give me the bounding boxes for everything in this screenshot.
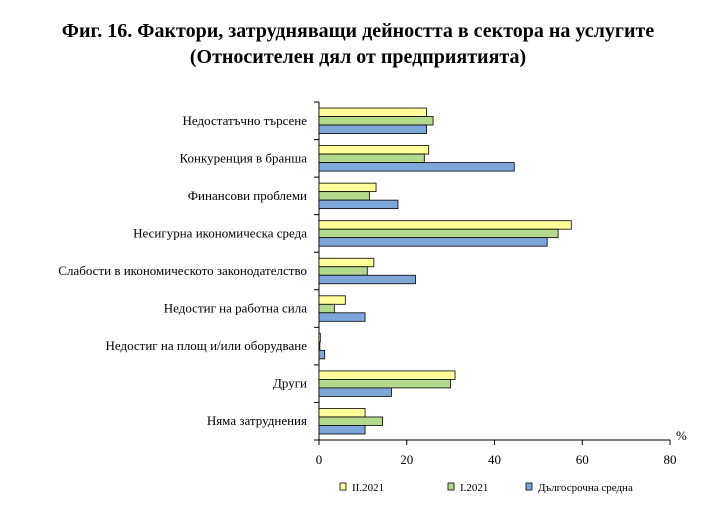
bar bbox=[318, 408, 366, 418]
bar bbox=[318, 237, 548, 247]
x-tick-labels: 0 20 40 60 80 bbox=[316, 452, 677, 467]
bar bbox=[318, 145, 430, 155]
bar bbox=[318, 153, 425, 163]
x-tick-label: 80 bbox=[664, 452, 677, 467]
bar bbox=[318, 124, 427, 134]
x-axis-unit-label: % bbox=[676, 428, 687, 443]
chart-legend: II.2021 I.2021 Дългосрочна средна bbox=[339, 482, 633, 494]
legend-swatch bbox=[525, 482, 533, 491]
category-label: Несигурна икономическа среда bbox=[133, 225, 307, 240]
bar bbox=[318, 370, 456, 380]
bar bbox=[318, 266, 368, 276]
bar bbox=[318, 312, 366, 322]
category-label: Финансови проблеми bbox=[188, 188, 307, 203]
legend-label: I.2021 bbox=[460, 482, 488, 494]
bar bbox=[318, 295, 346, 305]
bar bbox=[318, 303, 335, 314]
legend-label: II.2021 bbox=[352, 482, 384, 494]
bar bbox=[318, 228, 559, 239]
chart-title: Фиг. 16. Фактори, затрудняващи дейността… bbox=[61, 20, 655, 42]
x-tick-label: 0 bbox=[316, 452, 323, 467]
bar bbox=[318, 257, 375, 268]
legend-swatch bbox=[339, 482, 347, 491]
chart-subtitle: (Относителен дял от предприятията) bbox=[189, 46, 527, 68]
category-label: Други bbox=[273, 376, 307, 391]
x-tick-label: 60 bbox=[576, 452, 589, 467]
bar bbox=[318, 425, 366, 435]
bar bbox=[318, 387, 392, 397]
bar bbox=[318, 332, 321, 343]
category-label: Недостатъчно търсене bbox=[183, 113, 308, 128]
bar bbox=[318, 116, 434, 126]
x-tick-label: 20 bbox=[400, 452, 413, 467]
bar bbox=[318, 341, 321, 351]
bar bbox=[318, 416, 384, 426]
category-label: Недостиг на площ и/или оборудване bbox=[105, 338, 307, 353]
bar bbox=[318, 191, 370, 201]
bar bbox=[318, 107, 427, 117]
legend-label: Дългосрочна средна bbox=[538, 482, 633, 494]
category-label: Недостиг на работна сила bbox=[164, 301, 307, 316]
legend-swatch bbox=[447, 482, 455, 491]
bar bbox=[318, 379, 452, 389]
bar bbox=[318, 274, 416, 285]
category-labels: Недостатъчно търсене Конкуренция в бранша… bbox=[58, 113, 307, 428]
category-label: Конкуренция в бранша bbox=[180, 150, 308, 165]
bar bbox=[318, 182, 377, 193]
bar bbox=[318, 220, 572, 230]
bar bbox=[318, 199, 399, 210]
category-label: Слабости в икономическото законодателств… bbox=[58, 263, 307, 278]
category-label: Няма затруднения bbox=[207, 413, 307, 428]
bar bbox=[318, 349, 326, 360]
x-tick-label: 40 bbox=[488, 452, 501, 467]
chart-bars bbox=[318, 107, 572, 435]
bar bbox=[318, 162, 515, 172]
